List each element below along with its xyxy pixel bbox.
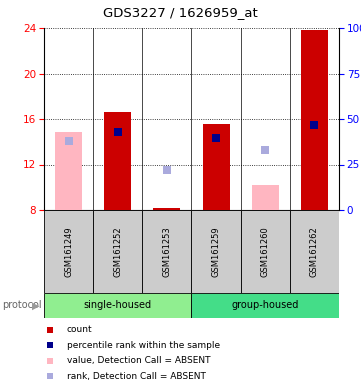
Text: rank, Detection Call = ABSENT: rank, Detection Call = ABSENT xyxy=(67,372,206,381)
Text: group-housed: group-housed xyxy=(231,301,299,311)
Text: percentile rank within the sample: percentile rank within the sample xyxy=(67,341,220,350)
Bar xyxy=(142,210,191,293)
Text: GSM161260: GSM161260 xyxy=(261,226,270,277)
Bar xyxy=(252,185,279,210)
Bar xyxy=(44,293,191,318)
Bar xyxy=(241,210,290,293)
Point xyxy=(66,138,71,144)
Text: GSM161253: GSM161253 xyxy=(162,226,171,277)
Point xyxy=(47,327,53,333)
Text: ▶: ▶ xyxy=(32,301,39,311)
Point xyxy=(262,147,268,153)
Bar xyxy=(191,210,241,293)
Text: GDS3227 / 1626959_at: GDS3227 / 1626959_at xyxy=(103,6,258,19)
Text: count: count xyxy=(67,325,92,334)
Text: single-housed: single-housed xyxy=(84,301,152,311)
Point xyxy=(47,358,53,364)
Bar xyxy=(44,210,93,293)
Text: value, Detection Call = ABSENT: value, Detection Call = ABSENT xyxy=(67,356,210,365)
Bar xyxy=(55,132,82,210)
Point xyxy=(164,167,170,173)
Bar xyxy=(203,124,230,210)
Bar xyxy=(191,293,339,318)
Point xyxy=(213,135,219,141)
Point xyxy=(47,342,53,348)
Bar xyxy=(301,30,328,210)
Bar xyxy=(290,210,339,293)
Text: GSM161249: GSM161249 xyxy=(64,226,73,277)
Text: GSM161259: GSM161259 xyxy=(212,226,221,277)
Point xyxy=(47,373,53,379)
Point xyxy=(115,129,121,135)
Text: GSM161252: GSM161252 xyxy=(113,226,122,277)
Point xyxy=(312,122,317,128)
Bar xyxy=(93,210,142,293)
Bar xyxy=(104,112,131,210)
Text: GSM161262: GSM161262 xyxy=(310,226,319,277)
Text: protocol: protocol xyxy=(2,301,42,311)
Bar xyxy=(153,208,180,210)
